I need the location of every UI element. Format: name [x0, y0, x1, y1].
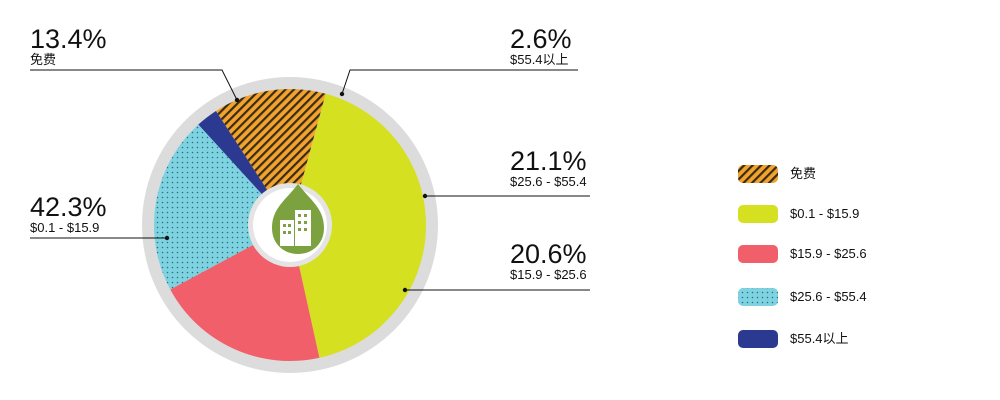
center-icon — [248, 183, 332, 267]
leader-dot — [402, 287, 408, 293]
legend-swatch — [738, 330, 778, 348]
pie-slice — [290, 93, 426, 358]
legend-label: $55.4以上 — [790, 331, 849, 346]
pie-slice — [153, 124, 290, 290]
value-label: 20.6% — [510, 239, 587, 269]
category-label: $55.4以上 — [510, 52, 569, 67]
leader-dot — [164, 235, 170, 241]
category-label: $15.9 - $25.6 — [510, 267, 587, 282]
leader-dot — [422, 193, 428, 199]
category-label: $0.1 - $15.9 — [30, 220, 99, 235]
leader-line — [341, 69, 578, 95]
leader-line — [30, 69, 238, 101]
value-label: 13.4% — [30, 24, 107, 54]
legend-swatch — [738, 165, 778, 183]
legend-label: $15.9 - $25.6 — [790, 246, 867, 261]
value-label: 42.3% — [30, 192, 107, 222]
leader-dot — [234, 97, 240, 103]
category-label: 免费 — [30, 52, 56, 67]
value-label: 2.6% — [510, 24, 572, 54]
value-label: 21.1% — [510, 146, 587, 176]
legend-swatch — [738, 205, 778, 223]
legend-label: 免费 — [790, 166, 816, 181]
legend-label: $25.6 - $55.4 — [790, 289, 867, 304]
leader-dot — [339, 91, 345, 97]
legend-label: $0.1 - $15.9 — [790, 206, 859, 221]
legend-swatch — [738, 288, 778, 306]
category-label: $25.6 - $55.4 — [510, 174, 587, 189]
legend-swatch — [738, 245, 778, 263]
